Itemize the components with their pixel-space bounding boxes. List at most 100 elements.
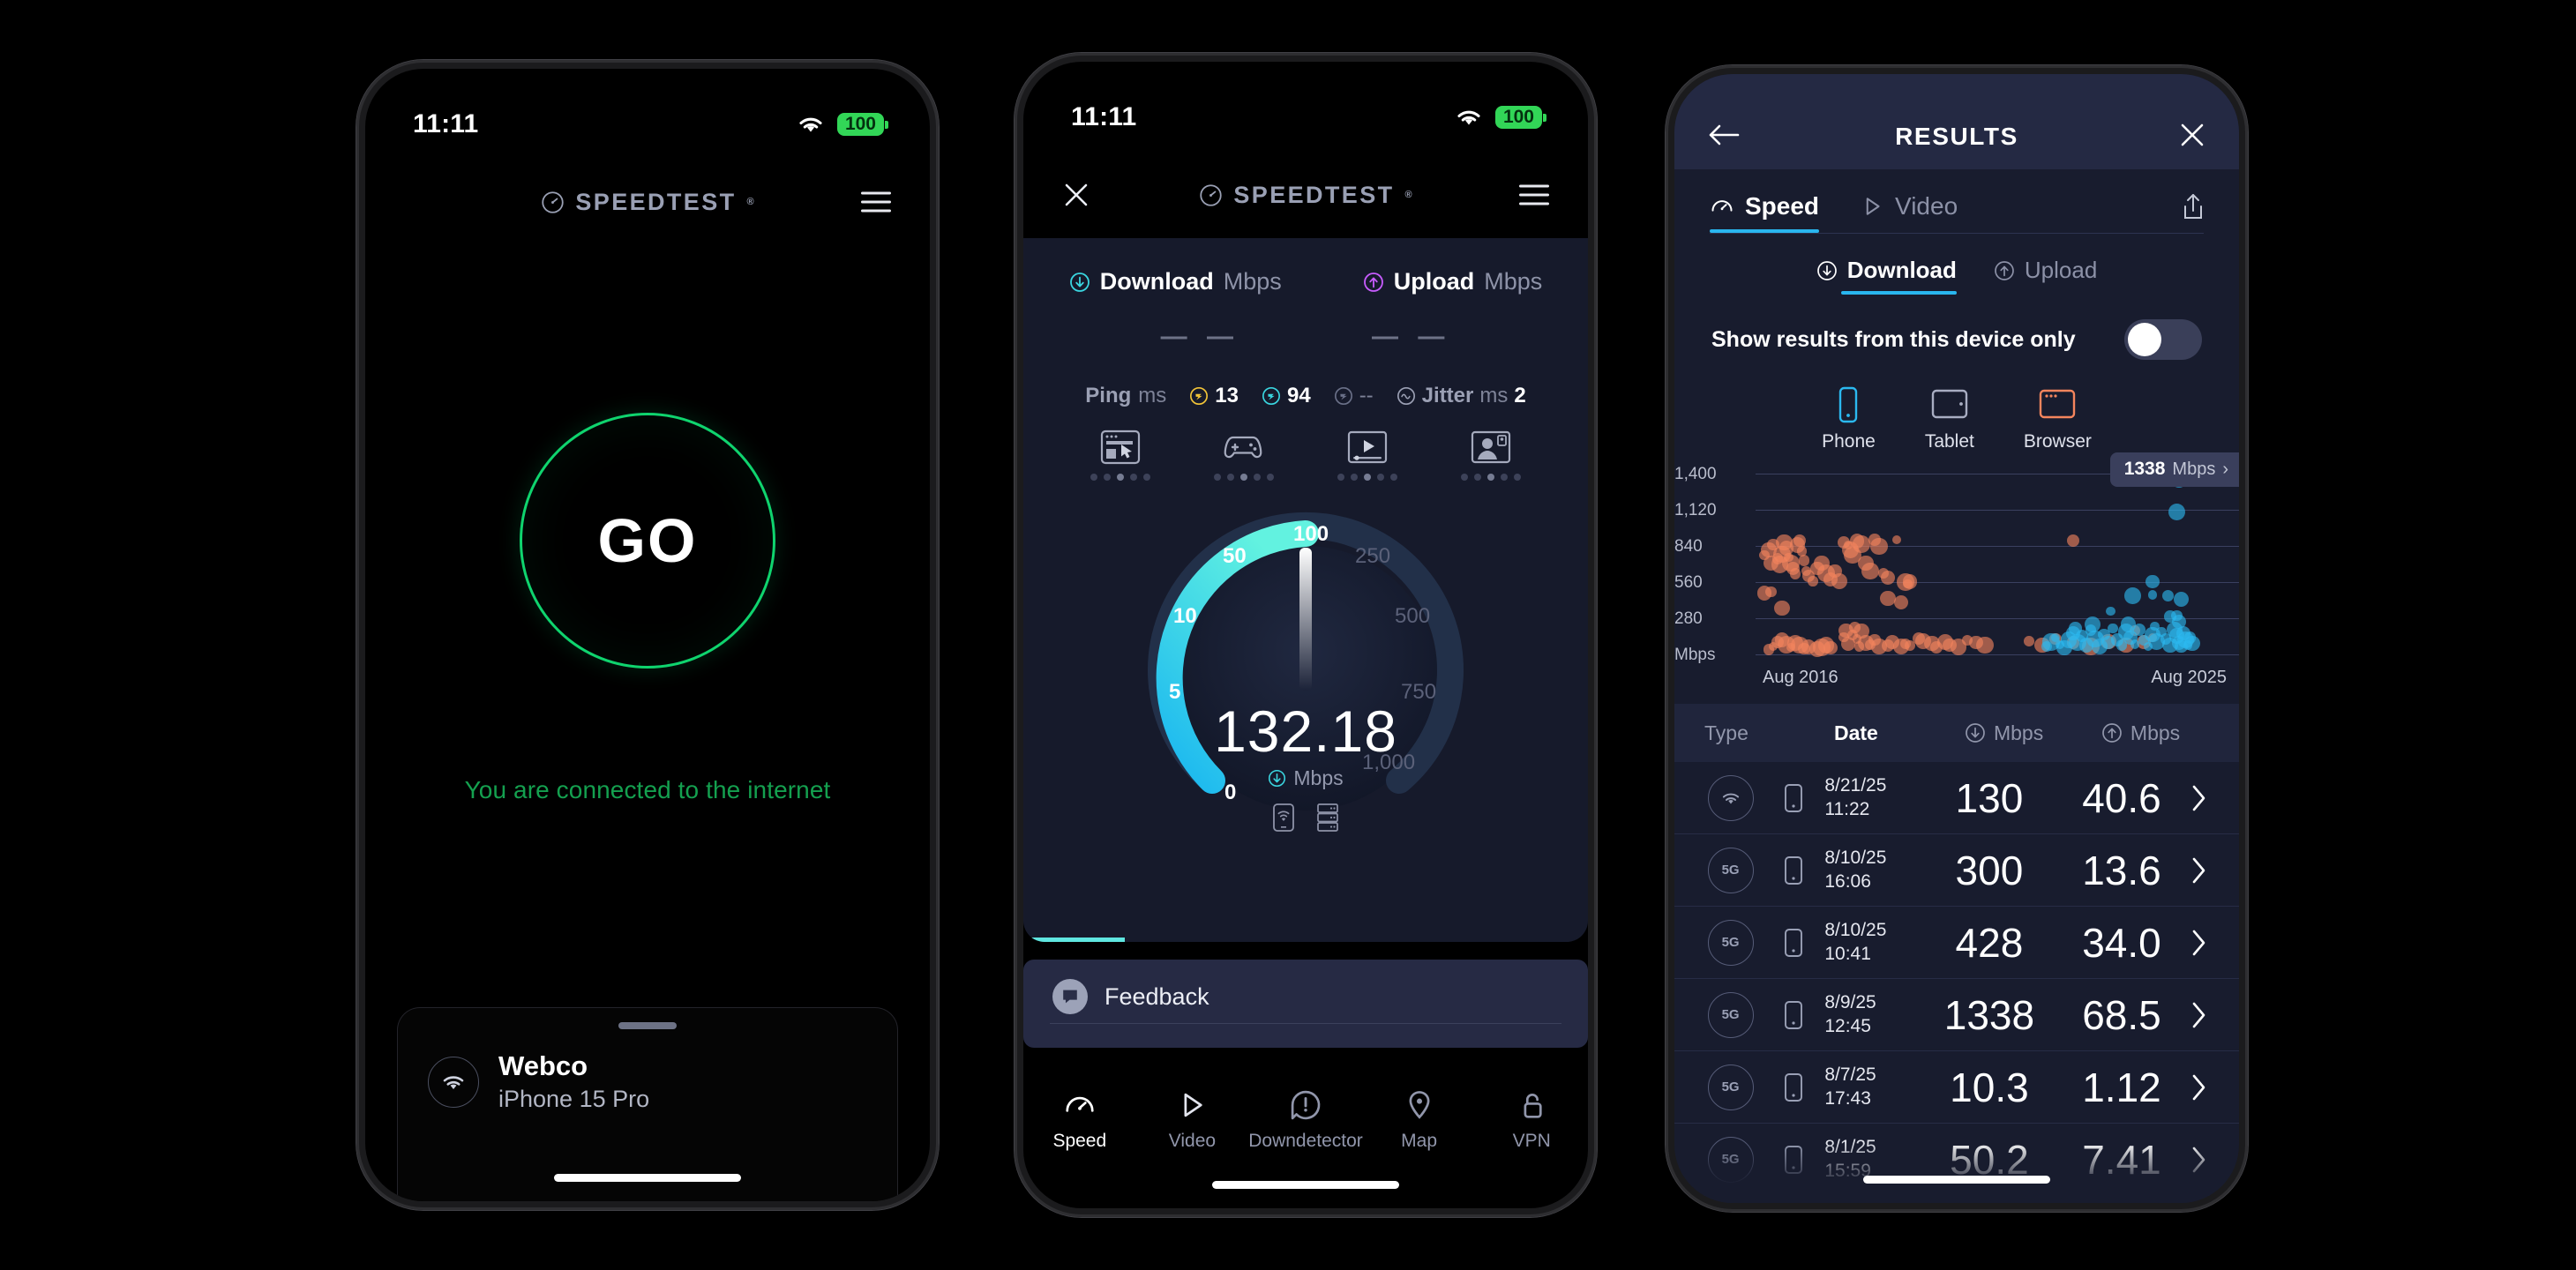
status-bar-indicators: 100 xyxy=(797,113,884,136)
results-table-header: Type Date Mbps Mbps xyxy=(1674,704,2239,762)
device-filter-tablet[interactable]: Tablet xyxy=(1925,386,1974,452)
table-row[interactable]: 5G 8/10/25 16:06 300 13.6 xyxy=(1674,834,2239,907)
y-axis-unit: Mbps xyxy=(1674,646,1715,665)
table-row[interactable]: 5G 8/10/25 10:41 428 34.0 xyxy=(1674,907,2239,979)
status-bar-time: 11:11 xyxy=(1071,102,1136,132)
row-network-type xyxy=(1699,775,1762,821)
device-filter-toggle[interactable] xyxy=(2124,319,2202,360)
feedback-row[interactable]: Feedback xyxy=(1023,960,1588,1014)
streaming-icon xyxy=(1347,430,1388,465)
max-speed-badge[interactable]: 1338 Mbps › xyxy=(2110,452,2239,487)
server-info[interactable]: Webco iPhone 15 Pro xyxy=(398,1029,897,1115)
list-fade-overlay xyxy=(1674,1141,2239,1203)
activity-gaming xyxy=(1214,430,1274,481)
speedtest-gauge-logo xyxy=(541,190,565,214)
jitter-wave-icon xyxy=(1397,386,1416,406)
feedback-card[interactable]: Feedback xyxy=(1023,960,1588,1048)
col-download-label: Mbps xyxy=(1994,721,2043,745)
scatter-plot-area xyxy=(1756,472,2234,661)
metric-tab-upload[interactable]: Upload xyxy=(1994,257,2097,295)
device-filter-tablet-label: Tablet xyxy=(1925,431,1974,452)
metric-tab-download[interactable]: Download xyxy=(1816,257,1957,295)
tab-downdetector-label: Downdetector xyxy=(1248,1131,1363,1152)
col-download[interactable]: Mbps xyxy=(1936,721,2072,745)
ping-idle-value: 13 xyxy=(1215,384,1239,408)
share-upload-icon[interactable] xyxy=(2181,192,2205,220)
scatter-point xyxy=(1831,573,1847,589)
row-network-type: 5G xyxy=(1699,848,1762,893)
arrow-up-circle-icon xyxy=(2101,722,2123,743)
status-bar-indicators: 100 xyxy=(1455,106,1542,129)
server-sheet[interactable]: Webco iPhone 15 Pro xyxy=(397,1007,898,1201)
hamburger-menu-icon[interactable] xyxy=(1519,179,1549,212)
map-pin-icon xyxy=(1403,1088,1436,1122)
phone-1-screen: 11:11 100 SPEEDTEST ® GO You are connecte… xyxy=(365,69,930,1201)
close-x-icon[interactable] xyxy=(2179,122,2205,148)
tab-video[interactable]: Video xyxy=(1136,1088,1249,1152)
scatter-point xyxy=(2106,607,2115,616)
row-date: 8/10/25 16:06 xyxy=(1824,847,1923,893)
table-row[interactable]: 5G 8/9/25 12:45 1338 68.5 xyxy=(1674,979,2239,1051)
phone-3-device: RESULTS Speed Video Download xyxy=(1666,65,2248,1212)
row-chevron[interactable] xyxy=(2188,1000,2214,1030)
speedometer-icon xyxy=(1710,194,1734,219)
gauge-tick-250: 250 xyxy=(1355,544,1390,569)
gauge-readout: 132.18 Mbps xyxy=(1120,698,1491,833)
table-row[interactable]: 8/21/25 11:22 130 40.6 xyxy=(1674,762,2239,834)
chevron-right-icon xyxy=(2188,855,2209,885)
row-chevron[interactable] xyxy=(2188,928,2214,958)
phone-2-device: 11:11 100 SPEEDTEST ® Download xyxy=(1015,53,1597,1217)
scatter-point xyxy=(2168,504,2185,520)
gauge-tick-100: 100 xyxy=(1293,522,1329,547)
go-button[interactable]: GO xyxy=(520,413,775,669)
tab-downdetector[interactable]: Downdetector xyxy=(1248,1088,1363,1152)
scatter-point xyxy=(2133,624,2146,637)
tab-speed[interactable]: Speed xyxy=(1710,192,1819,233)
server-device: iPhone 15 Pro xyxy=(498,1084,649,1115)
metric-tabs: Download Upload xyxy=(1674,257,2239,295)
brand-name: SPEEDTEST xyxy=(575,189,736,216)
upload-unit: Mbps xyxy=(1484,268,1542,295)
ping-upload: -- xyxy=(1334,384,1374,408)
tab-speed[interactable]: Speed xyxy=(1023,1088,1136,1152)
col-upload[interactable]: Mbps xyxy=(2072,721,2209,745)
scatter-point xyxy=(1823,641,1837,654)
sheet-drag-handle[interactable] xyxy=(618,1022,677,1029)
row-chevron[interactable] xyxy=(2188,855,2214,885)
tab-map[interactable]: Map xyxy=(1363,1088,1476,1152)
tab-video-label: Video xyxy=(1169,1131,1216,1152)
latency-upload-icon xyxy=(1334,386,1353,406)
gauge-unit-row: Mbps xyxy=(1120,766,1491,790)
phone-icon xyxy=(1782,928,1805,958)
table-row[interactable]: 5G 8/7/25 17:43 10.3 1.12 xyxy=(1674,1051,2239,1124)
scatter-point xyxy=(2162,590,2175,602)
gaming-icon xyxy=(1224,430,1264,465)
ping-row: Ping ms 13 94 -- xyxy=(1023,384,1588,408)
speedtest-logo: SPEEDTEST ® xyxy=(541,189,753,216)
status-bar: 11:11 100 xyxy=(1023,62,1588,146)
home-indicator xyxy=(554,1174,741,1182)
tab-vpn[interactable]: VPN xyxy=(1475,1088,1588,1152)
row-chevron[interactable] xyxy=(2188,1072,2214,1102)
hamburger-menu-icon[interactable] xyxy=(861,186,891,219)
history-scatter-chart: 1338 Mbps › 1,400 1,120 840 560 280 Mbps… xyxy=(1674,472,2239,661)
close-x-icon[interactable] xyxy=(1062,181,1090,209)
wifi-icon xyxy=(1455,107,1483,128)
app-bar: SPEEDTEST ® xyxy=(365,153,930,250)
speed-test-card: Download Mbps Upload Mbps — — — — Ping m xyxy=(1023,238,1588,942)
device-filter-phone[interactable]: Phone xyxy=(1822,386,1876,452)
scatter-point xyxy=(2024,636,2034,646)
tablet-icon xyxy=(1930,386,1969,423)
scatter-point xyxy=(2174,592,2189,607)
gauge-unit: Mbps xyxy=(1293,766,1343,790)
tab-vpn-label: VPN xyxy=(1513,1131,1551,1152)
jitter-label: Jitter xyxy=(1422,384,1474,408)
tab-video[interactable]: Video xyxy=(1860,192,1958,233)
activity-dots xyxy=(1461,474,1521,481)
device-filter-browser[interactable]: Browser xyxy=(2024,386,2092,452)
chevron-right-icon xyxy=(2188,1072,2209,1102)
scatter-point xyxy=(1765,586,1776,597)
row-chevron[interactable] xyxy=(2188,783,2214,813)
y-tick-280: 280 xyxy=(1674,609,1703,629)
arrow-left-icon[interactable] xyxy=(1708,123,1740,146)
